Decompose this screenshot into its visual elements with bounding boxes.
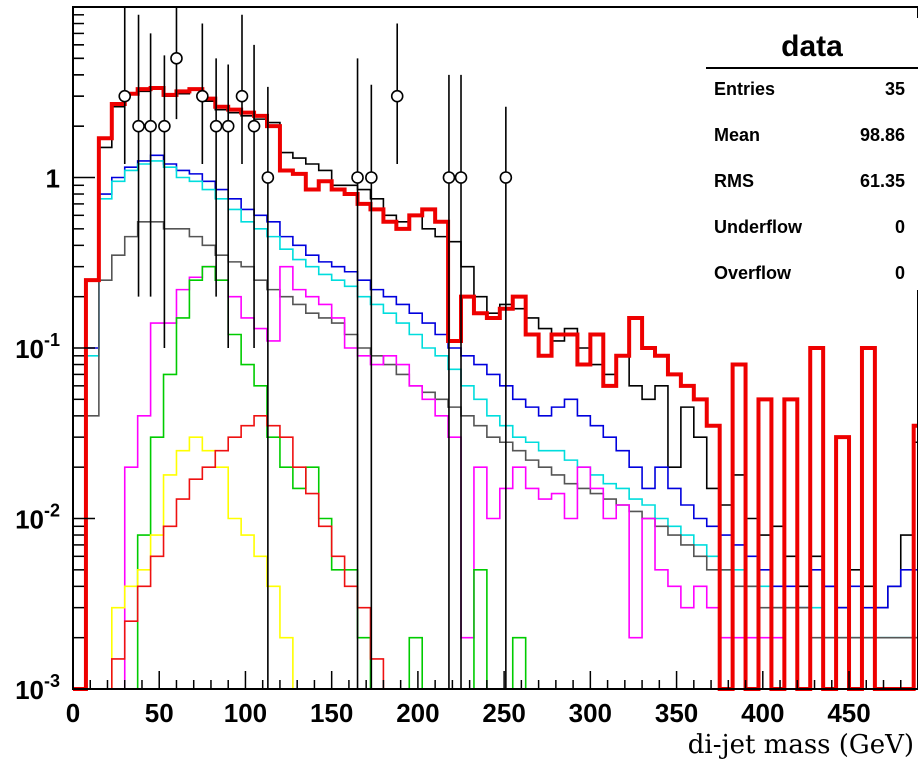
data-point-10	[247, 44, 261, 348]
stats-box-frame	[706, 18, 918, 290]
marker	[499, 171, 513, 184]
data-point-2	[132, 14, 145, 297]
data-point-15	[442, 74, 456, 689]
x-tick-labels: 0 50 100 150 200 250 300 350 400 450	[66, 698, 871, 728]
x-tick-label: 0	[66, 698, 80, 728]
x-tick-label: 50	[145, 698, 174, 728]
x-tick-label: 300	[569, 698, 612, 728]
data-point-12	[351, 58, 364, 689]
marker	[132, 119, 145, 133]
x-tick-label: 400	[741, 698, 784, 728]
data-point-16	[454, 74, 468, 689]
x-tick-label: 150	[310, 698, 353, 728]
marker	[351, 171, 364, 184]
x-tick-label: 250	[482, 698, 525, 728]
stats-title: data	[781, 30, 843, 63]
marker	[144, 119, 157, 133]
stats-box: data Entries 35 Mean 98.86 RMS 61.35 Underflow…	[706, 18, 918, 290]
stats-label: Overflow	[714, 263, 792, 283]
stats-value: 61.35	[860, 171, 905, 191]
marker	[170, 52, 183, 65]
x-tick-label: 200	[396, 698, 439, 728]
data-point-1	[118, 7, 132, 164]
marker	[390, 89, 404, 103]
data-point-6	[196, 23, 209, 164]
data-point-9	[235, 14, 249, 164]
stats-rows: Entries 35 Mean 98.86 RMS 61.35 Underflow 0 Over…	[714, 79, 905, 283]
data-point-14	[390, 23, 404, 164]
y-tick-label: 10-1	[15, 330, 60, 364]
marker	[442, 171, 456, 184]
marker	[196, 89, 209, 103]
marker	[365, 171, 378, 184]
y-tick-label: 1	[46, 164, 60, 194]
marker	[158, 119, 171, 133]
stats-value: 35	[885, 79, 905, 99]
data-point-3	[144, 33, 157, 297]
data-point-11	[261, 86, 275, 689]
marker	[221, 119, 235, 133]
data-point-4	[158, 55, 171, 348]
plot-frame	[72, 6, 918, 690]
marker	[118, 89, 132, 103]
data-point-5	[170, 7, 183, 120]
marker	[209, 119, 223, 133]
x-tick-label: 100	[224, 698, 267, 728]
y-tick-label: 10-3	[15, 671, 60, 705]
x-tick-label: 350	[655, 698, 698, 728]
stats-label: Underflow	[714, 217, 803, 237]
marker	[247, 119, 261, 133]
marker	[235, 89, 249, 103]
data-point-8	[221, 64, 235, 348]
series-line-9	[73, 85, 918, 691]
data-point-7	[209, 58, 223, 297]
ticks-layer	[72, 14, 918, 690]
marker	[261, 171, 275, 184]
stats-label: Mean	[714, 125, 760, 145]
stats-label: Entries	[714, 79, 775, 99]
x-axis-title: di-jet mass (GeV)	[688, 730, 914, 760]
stats-value: 0	[895, 263, 905, 283]
y-tick-label: 10-2	[15, 501, 60, 535]
stats-value: 98.86	[860, 125, 905, 145]
data-point-13	[365, 84, 378, 689]
data-points-layer	[118, 7, 513, 689]
y-tick-labels: 1 10-1 10-2 10-3	[15, 164, 60, 706]
data-point-17	[499, 106, 513, 689]
stats-value: 0	[895, 217, 905, 237]
series-line-2	[73, 154, 918, 690]
marker	[454, 171, 468, 184]
stats-label: RMS	[714, 171, 754, 191]
x-tick-label: 450	[827, 698, 870, 728]
